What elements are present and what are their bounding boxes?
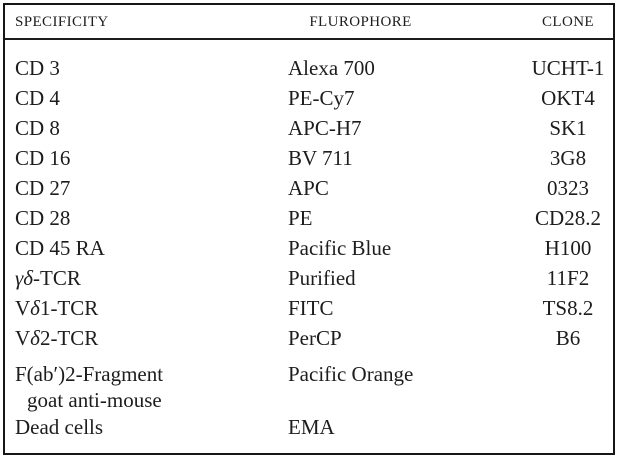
cell-clone: 0323	[547, 176, 589, 200]
header-row: SPECIFICITY FLUROPHORE CLONE	[5, 5, 613, 40]
table-row: CD 8 APC-H7 SK1	[5, 113, 613, 143]
cell-specificity: F(ab′)2-Fragment goat anti-mouse	[5, 353, 288, 413]
cell-flurophore: Pacific Blue	[288, 236, 392, 260]
cell-flurophore: PE	[288, 206, 313, 230]
cell-clone: 3G8	[549, 146, 587, 170]
cell-clone: H100	[544, 236, 592, 260]
table-row: CD 28 PE CD28.2	[5, 203, 613, 233]
cell-flurophore: APC-H7	[288, 116, 362, 140]
cell-specificity: CD 16	[5, 143, 288, 173]
table-row: Dead cells EMA	[5, 413, 613, 441]
cell-clone: CD28.2	[535, 206, 601, 230]
cell-specificity: CD 27	[5, 173, 288, 203]
specificity-text: V	[15, 296, 31, 320]
cell-flurophore: APC	[288, 176, 329, 200]
specificity-text: V	[15, 326, 31, 350]
column-header-specificity: SPECIFICITY	[5, 5, 288, 40]
table-row: F(ab′)2-Fragment goat anti-mouse Pacific…	[5, 353, 613, 413]
specificity-text: Dead cells	[15, 415, 104, 439]
cell-specificity: Vδ2-TCR	[5, 323, 288, 353]
cell-clone	[481, 353, 613, 413]
table-row: Vδ2-TCR PerCP B6	[5, 323, 613, 353]
cell-specificity: CD 8	[5, 113, 288, 143]
cell-flurophore: FITC	[288, 296, 334, 320]
antibody-panel-table-box: SPECIFICITY FLUROPHORE CLONE CD 3 Alexa …	[3, 3, 615, 455]
cell-flurophore: BV 711	[288, 146, 353, 170]
specificity-text: CD 16	[15, 146, 71, 170]
table-row: CD 16 BV 711 3G8	[5, 143, 613, 173]
cell-flurophore: Purified	[288, 266, 356, 290]
cell-clone: UCHT-1	[531, 56, 605, 80]
specificity-suffix: -TCR	[33, 266, 81, 290]
cell-specificity: CD 45 RA	[5, 233, 288, 263]
cell-specificity: CD 3	[5, 39, 288, 83]
specificity-text: CD 4	[15, 86, 60, 110]
cell-specificity: CD 28	[5, 203, 288, 233]
specificity-text: CD 45 RA	[15, 236, 105, 260]
specificity-greek: δ	[30, 326, 40, 350]
table-row: CD 27 APC 0323	[5, 173, 613, 203]
cell-flurophore: Alexa 700	[288, 56, 375, 80]
cell-specificity: Vδ1-TCR	[5, 293, 288, 323]
cell-flurophore: PerCP	[288, 326, 342, 350]
cell-flurophore: EMA	[288, 415, 335, 439]
specificity-text: CD 28	[15, 206, 71, 230]
cell-clone	[481, 413, 613, 441]
table-row: CD 45 RA Pacific Blue H100	[5, 233, 613, 263]
specificity-greek: δ	[30, 296, 40, 320]
table-row: Vδ1-TCR FITC TS8.2	[5, 293, 613, 323]
specificity-greek: γδ	[15, 266, 34, 290]
table-row: γδ-TCR Purified 11F2	[5, 263, 613, 293]
table-row: CD 4 PE-Cy7 OKT4	[5, 83, 613, 113]
column-header-clone: CLONE	[481, 5, 613, 40]
specificity-suffix: 1-TCR	[39, 296, 99, 320]
cell-clone: TS8.2	[542, 296, 594, 320]
specificity-text: CD 8	[15, 116, 60, 140]
column-header-flurophore: FLUROPHORE	[288, 5, 481, 40]
cell-specificity: Dead cells	[5, 413, 288, 441]
cell-flurophore: Pacific Orange	[288, 362, 414, 386]
specificity-text-line2: goat anti-mouse	[27, 388, 162, 412]
cell-flurophore: PE-Cy7	[288, 86, 355, 110]
table-row: CD 3 Alexa 700 UCHT-1	[5, 39, 613, 83]
cell-clone: SK1	[549, 116, 587, 140]
antibody-panel-table: SPECIFICITY FLUROPHORE CLONE CD 3 Alexa …	[5, 5, 613, 441]
cell-clone: OKT4	[541, 86, 595, 110]
cell-clone: 11F2	[546, 266, 590, 290]
specificity-text: CD 27	[15, 176, 71, 200]
specificity-text: CD 3	[15, 56, 60, 80]
cell-specificity: CD 4	[5, 83, 288, 113]
cell-specificity: γδ-TCR	[5, 263, 288, 293]
cell-clone: B6	[555, 326, 581, 350]
specificity-suffix: 2-TCR	[39, 326, 99, 350]
specificity-text: F(ab′)2-Fragment	[15, 362, 164, 386]
